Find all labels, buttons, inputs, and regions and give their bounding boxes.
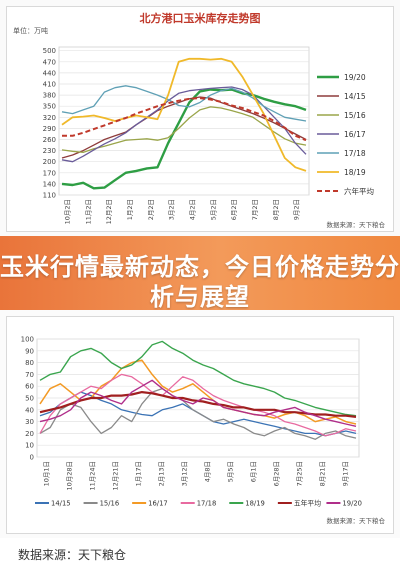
x-tick-label: 6月2日	[230, 199, 238, 220]
x-tick-label: 8月21日	[319, 461, 327, 486]
series-line-16/17	[61, 86, 307, 163]
legend-label: 19/20	[344, 73, 366, 82]
chart-frame: 北方港口玉米库存走势图单位：万吨 110 140 170 200 230 260 290 320…	[6, 6, 394, 232]
x-tick-label: 9月2日	[293, 199, 301, 220]
x-tick-label: 10月2日	[63, 199, 71, 224]
series-line-18/19	[39, 340, 357, 417]
y-tick-label: 100	[21, 336, 34, 344]
y-tick-label: 290	[43, 125, 56, 133]
x-tick-label: 6月28日	[273, 461, 281, 486]
legend-label: 16/17	[344, 130, 366, 139]
y-tick-label: 60	[25, 383, 34, 391]
series-line-16/17	[39, 359, 357, 425]
series-line-17/18	[61, 85, 307, 122]
chart-source-note: 数据来源：天下粮仓	[327, 516, 386, 525]
x-tick-label: 7月25日	[296, 461, 304, 486]
x-tick-label: 2月13日	[158, 461, 166, 486]
legend-label: 14/15	[51, 500, 71, 508]
x-tick-label: 12月21日	[112, 461, 120, 491]
y-tick-label: 260	[43, 136, 56, 144]
y-tick-label: 20	[25, 430, 34, 438]
x-tick-label: 9月17日	[342, 461, 350, 486]
legend-label: 14/15	[344, 92, 366, 101]
y-tick-label: 380	[43, 92, 56, 100]
x-tick-label: 11月24日	[89, 461, 97, 491]
legend-label: 17/18	[197, 500, 217, 508]
x-tick-label: 10月1日	[43, 461, 51, 486]
y-tick-label: 350	[43, 103, 56, 111]
x-tick-label: 5月2日	[209, 199, 217, 220]
y-tick-label: 140	[43, 180, 56, 188]
y-tick-label: 470	[43, 58, 56, 66]
legend-label: 19/20	[342, 500, 362, 508]
headline-banner: 玉米行情最新动态，今日价格走势分析与展望	[0, 236, 400, 311]
footer: 数据来源：天下粮仓	[0, 538, 400, 568]
x-tick-label: 4月8日	[204, 461, 212, 482]
x-tick-label: 8月2日	[272, 199, 280, 220]
unit-label: 单位：万吨	[13, 26, 48, 35]
x-tick-label: 5月5日	[227, 461, 235, 482]
y-tick-label: 10	[25, 442, 34, 450]
legend-label: 17/18	[344, 149, 366, 158]
price-chart-card: 0 10 20 30 40 50 60 70 80 90 100 10月1日 10月28日 11月24日 1…	[0, 310, 400, 538]
legend-label: 六年平均	[344, 186, 374, 196]
legend-label: 18/19	[245, 500, 265, 508]
y-tick-label: 320	[43, 114, 56, 122]
y-tick-label: 30	[25, 418, 34, 426]
y-tick-label: 230	[43, 147, 56, 155]
series-line-19/20	[61, 88, 307, 190]
series-line-19/20	[39, 379, 357, 427]
y-tick-label: 0	[30, 454, 34, 462]
x-tick-label: 6月1日	[250, 461, 258, 482]
legend-label: 15/16	[344, 111, 366, 120]
price-chart: 0 10 20 30 40 50 60 70 80 90 100 10月1日 10月28日 11月24日 1…	[21, 336, 386, 526]
legend-label: 15/16	[100, 500, 120, 508]
x-tick-label: 2月2日	[147, 199, 155, 220]
series-line-15/16	[61, 106, 307, 154]
x-tick-label: 3月2日	[168, 199, 176, 220]
y-tick-label: 170	[43, 169, 56, 177]
y-tick-label: 70	[25, 371, 34, 379]
y-tick-label: 80	[25, 359, 34, 367]
y-tick-label: 500	[43, 47, 56, 55]
inventory-chart-card: 北方港口玉米库存走势图单位：万吨 110 140 170 200 230 260 290 320…	[0, 0, 400, 236]
series-line-17/18	[39, 373, 357, 437]
x-tick-label: 1月17日	[135, 461, 143, 486]
y-tick-label: 410	[43, 81, 56, 89]
data-source-note: 数据来源：天下粮仓	[18, 548, 127, 562]
y-tick-label: 440	[43, 69, 56, 77]
series-line-六年平均	[62, 97, 307, 142]
chart-frame: 0 10 20 30 40 50 60 70 80 90 100 10月1日 10月28日 11月24日 1…	[6, 316, 394, 534]
x-tick-label: 4月2日	[188, 199, 196, 220]
y-tick-label: 50	[25, 395, 34, 403]
chart-source-note: 数据来源：天下粮仓	[327, 220, 386, 229]
y-tick-label: 90	[25, 347, 34, 355]
series-line-15/16	[39, 387, 357, 440]
legend-label: 16/17	[148, 500, 168, 508]
x-tick-label: 3月12日	[181, 461, 189, 486]
x-tick-label: 10月28日	[66, 461, 74, 491]
y-tick-label: 200	[43, 158, 56, 166]
headline-text: 玉米行情最新动态，今日价格走势分析与展望	[0, 253, 400, 311]
x-tick-label: 12月2日	[105, 199, 113, 224]
y-tick-label: 110	[43, 192, 56, 200]
x-tick-label: 11月2日	[84, 199, 92, 224]
y-tick-label: 40	[25, 406, 34, 414]
x-tick-label: 7月2日	[251, 199, 259, 220]
chart-title: 北方港口玉米库存走势图	[140, 11, 261, 25]
x-tick-label: 1月2日	[126, 199, 134, 220]
legend-label: 18/19	[344, 168, 366, 177]
legend-label: 五年平均	[294, 499, 321, 508]
